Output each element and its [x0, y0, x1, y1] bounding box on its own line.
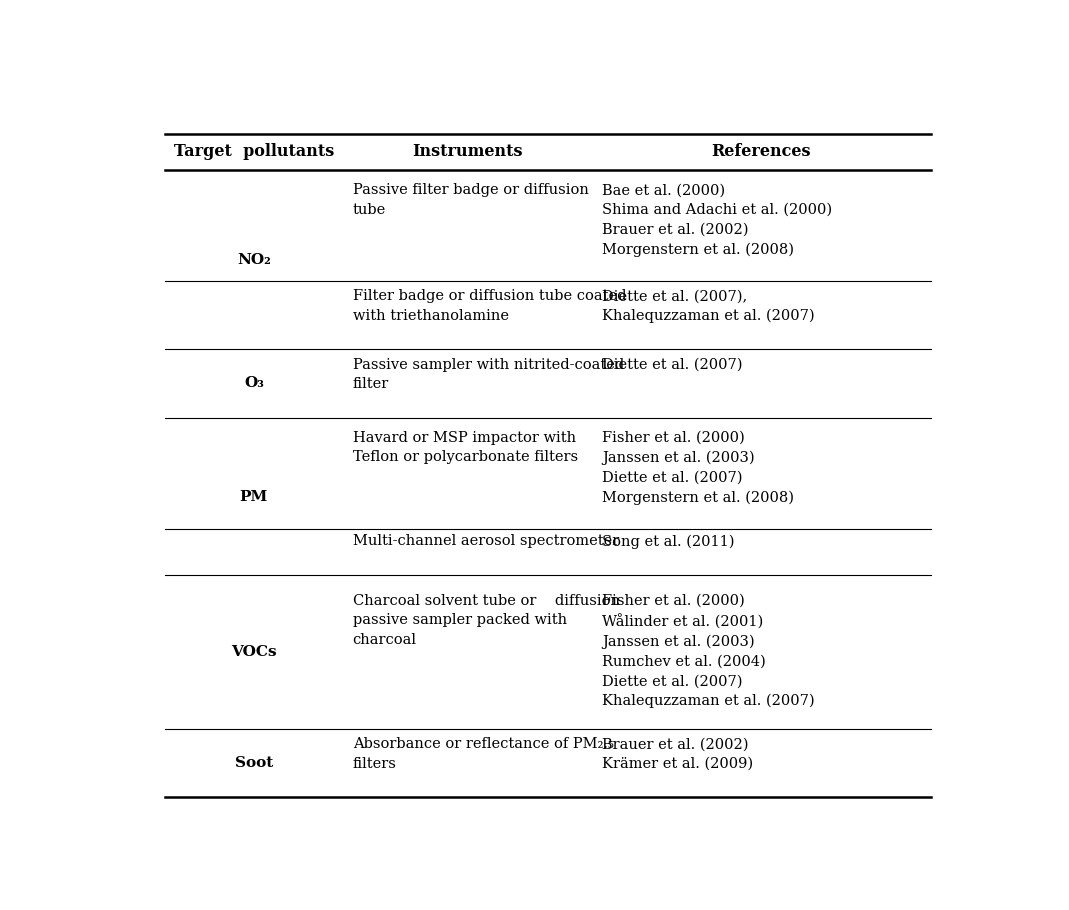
Text: Instruments: Instruments [413, 144, 523, 160]
Text: Song et al. (2011): Song et al. (2011) [602, 534, 734, 549]
Text: Bae et al. (2000)
Shima and Adachi et al. (2000)
Brauer et al. (2002)
Morgenster: Bae et al. (2000) Shima and Adachi et al… [602, 184, 833, 257]
Text: Fisher et al. (2000)
Janssen et al. (2003)
Diette et al. (2007)
Morgenstern et a: Fisher et al. (2000) Janssen et al. (200… [602, 431, 794, 504]
Text: Diette et al. (2007): Diette et al. (2007) [602, 358, 743, 371]
Text: Multi-channel aerosol spectrometer: Multi-channel aerosol spectrometer [353, 534, 619, 548]
Text: NO₂: NO₂ [237, 253, 270, 267]
Text: Passive filter badge or diffusion
tube: Passive filter badge or diffusion tube [353, 184, 589, 217]
Text: Diette et al. (2007),
Khalequzzaman et al. (2007): Diette et al. (2007), Khalequzzaman et a… [602, 289, 815, 323]
Text: Passive sampler with nitrited-coated
filter: Passive sampler with nitrited-coated fil… [353, 358, 624, 391]
Text: Charcoal solvent tube or    diffusion
passive sampler packed with
charcoal: Charcoal solvent tube or diffusion passi… [353, 594, 620, 647]
Text: References: References [712, 144, 811, 160]
Text: Target  pollutants: Target pollutants [174, 144, 334, 160]
Text: Filter badge or diffusion tube coated
with triethanolamine: Filter badge or diffusion tube coated wi… [353, 289, 626, 323]
Text: Havard or MSP impactor with
Teflon or polycarbonate filters: Havard or MSP impactor with Teflon or po… [353, 431, 577, 464]
Text: Fisher et al. (2000)
Wålinder et al. (2001)
Janssen et al. (2003)
Rumchev et al.: Fisher et al. (2000) Wålinder et al. (20… [602, 594, 815, 708]
Text: Soot: Soot [235, 756, 273, 770]
Text: Brauer et al. (2002)
Krämer et al. (2009): Brauer et al. (2002) Krämer et al. (2009… [602, 737, 754, 771]
Text: O₃: O₃ [244, 377, 264, 390]
Text: VOCs: VOCs [231, 645, 277, 659]
Text: Absorbance or reflectance of PM₂.₅
filters: Absorbance or reflectance of PM₂.₅ filte… [353, 737, 614, 771]
Text: PM: PM [239, 490, 268, 503]
